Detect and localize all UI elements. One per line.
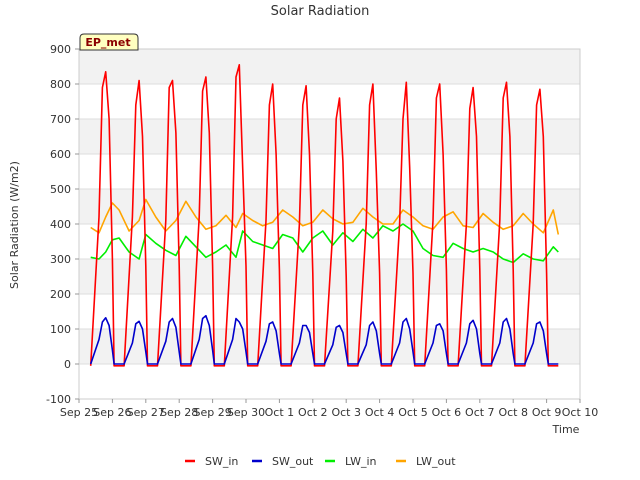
legend-label: SW_in (205, 455, 238, 468)
x-tick-label: Oct 7 (465, 406, 495, 419)
plot-band (79, 84, 580, 119)
y-tick-label: 100 (50, 323, 71, 336)
legend-label: LW_out (416, 455, 456, 468)
y-tick-label: 200 (50, 288, 71, 301)
plot-band (79, 189, 580, 224)
plot-band (79, 294, 580, 329)
y-tick-label: 600 (50, 148, 71, 161)
series-lines (89, 64, 560, 367)
x-tick-label: Oct 4 (365, 406, 395, 419)
x-axis-label: Time (552, 423, 580, 436)
legend-label: LW_in (345, 455, 377, 468)
x-tick-label: Sep 29 (193, 406, 231, 419)
ep-met-badge: EP_met (79, 33, 139, 51)
y-tick-label: 400 (50, 218, 71, 231)
x-tick-label: Oct 8 (498, 406, 528, 419)
x-tick-label: Oct 1 (265, 406, 295, 419)
y-tick-label: 700 (50, 113, 71, 126)
y-axis-label: Solar Radiation (W/m2) (8, 161, 21, 289)
x-tick-label: Oct 3 (331, 406, 361, 419)
plot-band (79, 49, 580, 84)
x-tick-label: Sep 26 (93, 406, 131, 419)
x-tick-label: Oct 9 (532, 406, 562, 419)
y-axis-ticks: -100 0 100 200 300 400 500 600 700 800 900 (46, 43, 79, 406)
x-tick-label: Sep 27 (127, 406, 165, 419)
y-tick-label: 300 (50, 253, 71, 266)
plot-band (79, 154, 580, 189)
x-tick-label: Oct 10 (562, 406, 599, 419)
y-tick-label: 800 (50, 78, 71, 91)
legend-label: SW_out (272, 455, 314, 468)
plot-band (79, 119, 580, 154)
plot-band (79, 364, 580, 399)
y-tick-label: 0 (64, 358, 71, 371)
x-tick-label: Oct 5 (398, 406, 428, 419)
x-tick-label: Oct 6 (432, 406, 462, 419)
legend: SW_in SW_out LW_in LW_out (185, 455, 456, 468)
x-tick-label: Sep 25 (60, 406, 98, 419)
badge-box (79, 33, 139, 51)
y-tick-label: 500 (50, 183, 71, 196)
chart-title: Solar Radiation (271, 4, 370, 19)
x-tick-label: Sep 30 (227, 406, 265, 419)
x-tick-label: Sep 28 (160, 406, 198, 419)
series-line-sw-out (89, 314, 559, 365)
badge-label: EP_met (85, 36, 130, 49)
y-tick-label: -100 (46, 393, 71, 406)
series-line-lw-in (90, 223, 559, 264)
x-tick-label: Oct 2 (298, 406, 328, 419)
y-tick-label: 900 (50, 43, 71, 56)
series-line-sw-in (89, 64, 559, 367)
series-line-lw-out (90, 198, 560, 235)
plot-band (79, 329, 580, 364)
